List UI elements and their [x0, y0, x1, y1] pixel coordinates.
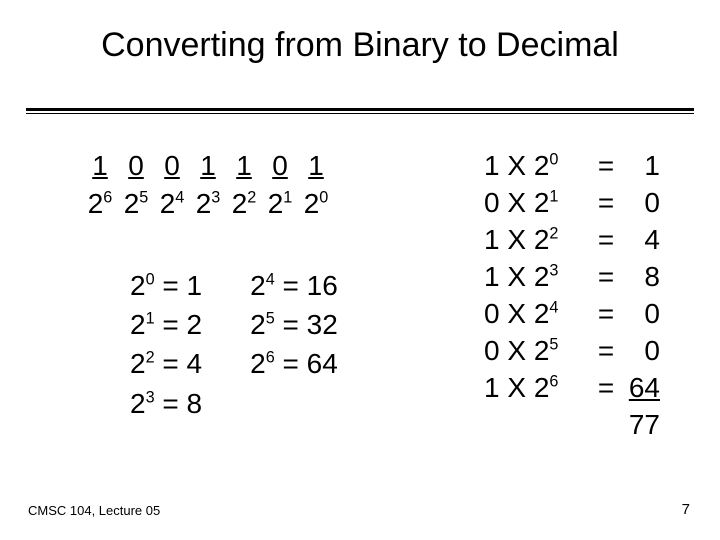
power-row: 26 = 64	[250, 344, 338, 383]
calc-row: 1 X 23=8	[484, 259, 660, 296]
calc-row: 1 X 22=4	[484, 222, 660, 259]
place: 23	[190, 186, 226, 222]
bit: 1	[190, 148, 226, 184]
bit: 1	[298, 148, 334, 184]
powers-col-1: 20 = 1 21 = 2 22 = 4 23 = 8	[130, 266, 202, 423]
place: 26	[82, 186, 118, 222]
calc-row: 0 X 25=0	[484, 333, 660, 370]
calculation-column: 1 X 20=1 0 X 21=0 1 X 22=4 1 X 23=8 0 X …	[484, 148, 660, 444]
powers-table: 20 = 1 21 = 2 22 = 4 23 = 8 24 = 16 25 =…	[130, 266, 338, 423]
power-row: 21 = 2	[130, 305, 202, 344]
power-row: 22 = 4	[130, 344, 202, 383]
power-row: 23 = 8	[130, 384, 202, 423]
page-number: 7	[682, 501, 690, 518]
rule-thin	[26, 113, 694, 114]
place: 24	[154, 186, 190, 222]
power-row: 20 = 1	[130, 266, 202, 305]
powers-col-2: 24 = 16 25 = 32 26 = 64	[250, 266, 338, 423]
calc-row: 1 X 26=64	[484, 370, 660, 407]
calc-row: 0 X 21=0	[484, 185, 660, 222]
power-row: 24 = 16	[250, 266, 338, 305]
bit: 0	[118, 148, 154, 184]
slide: Converting from Binary to Decimal 1 0 0 …	[0, 0, 720, 540]
footer-left: CMSC 104, Lecture 05	[28, 503, 160, 518]
slide-title: Converting from Binary to Decimal	[0, 26, 720, 65]
calc-row: 1 X 20=1	[484, 148, 660, 185]
bit: 0	[262, 148, 298, 184]
calc-total: 77	[484, 407, 660, 444]
place: 25	[118, 186, 154, 222]
place: 21	[262, 186, 298, 222]
bit: 1	[226, 148, 262, 184]
rule-thick	[26, 108, 694, 111]
bit: 1	[82, 148, 118, 184]
place: 20	[298, 186, 334, 222]
title-rule	[26, 108, 694, 114]
place: 22	[226, 186, 262, 222]
calc-row: 0 X 24=0	[484, 296, 660, 333]
bit: 0	[154, 148, 190, 184]
power-row: 25 = 32	[250, 305, 338, 344]
